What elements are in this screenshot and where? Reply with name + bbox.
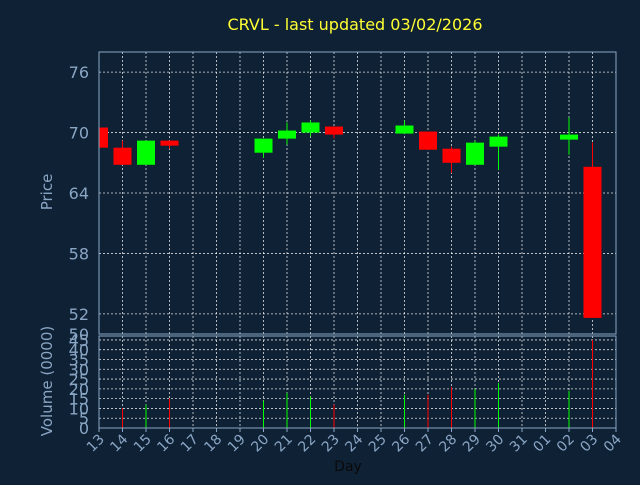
candle-body	[395, 125, 414, 134]
volume-tick-label: 35	[69, 350, 89, 369]
candle-body	[254, 138, 273, 153]
chart-title: CRVL - last updated 03/02/2026	[228, 15, 483, 34]
candle-body	[301, 122, 320, 133]
candle-body	[325, 126, 343, 135]
price-tick-label: 58	[69, 244, 89, 263]
volume-tick-label: 30	[69, 360, 89, 379]
candle-body	[113, 147, 132, 165]
volume-tick-label: 15	[69, 390, 89, 409]
price-tick-label: 70	[69, 124, 89, 143]
candle-body	[419, 131, 437, 150]
price-tick-label: 76	[69, 63, 89, 82]
price-panel-frame	[98, 51, 617, 335]
volume-tick-label: 0	[79, 419, 89, 438]
volume-tick-label: 45	[69, 331, 89, 350]
volume-tick-label: 40	[69, 341, 89, 360]
x-axis-label: Day	[334, 459, 362, 475]
candle-body	[560, 134, 578, 140]
price-tick-label: 64	[69, 184, 89, 203]
candle-body	[99, 127, 108, 148]
price-tick-label: 52	[69, 305, 89, 324]
candle-body	[442, 148, 461, 163]
candle-body	[137, 140, 155, 165]
volume-tick-label: 25	[69, 370, 89, 389]
candle-body	[278, 130, 296, 139]
candle-body	[160, 140, 179, 146]
volume-tick-label: 5	[79, 409, 89, 428]
price-axis-label: Price	[38, 174, 56, 211]
candle-body	[583, 166, 602, 318]
volume-axis-label: Volume (0000)	[38, 326, 56, 436]
candle-body	[466, 142, 484, 165]
volume-tick-label: 20	[69, 380, 89, 399]
price-tick-label: 50	[69, 325, 89, 344]
candle-body	[489, 136, 508, 147]
volume-tick-label: 10	[69, 399, 89, 418]
